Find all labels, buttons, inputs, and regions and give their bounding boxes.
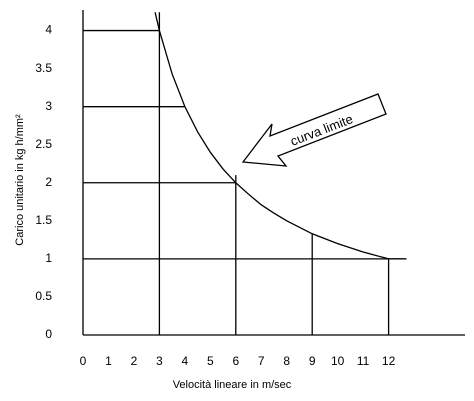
- x-tick-label: 3: [156, 354, 163, 368]
- y-tick-label: 0: [45, 327, 52, 341]
- y-tick-label: 3: [45, 99, 52, 113]
- x-tick-label: 7: [258, 354, 265, 368]
- y-tick-label: 1.5: [35, 213, 52, 227]
- x-axis-title: Velocità lineare in m/sec: [173, 379, 292, 391]
- x-tick-label: 5: [207, 354, 214, 368]
- x-tick-label: 1: [105, 354, 112, 368]
- y-tick-label: 2.5: [35, 137, 52, 151]
- y-tick-label: 1: [45, 251, 52, 265]
- curve: [154, 12, 407, 260]
- y-tick-label: 2: [45, 175, 52, 189]
- x-tick-label: 4: [182, 354, 189, 368]
- x-tick-label: 10: [331, 354, 345, 368]
- x-tick-label: 8: [283, 354, 290, 368]
- y-tick-label: 3.5: [35, 61, 52, 75]
- x-tick-label: 12: [382, 354, 396, 368]
- y-tick-label: 4: [45, 23, 52, 37]
- x-tick-label: 9: [309, 354, 316, 368]
- annotation-arrow: [241, 93, 387, 167]
- x-tick-label: 2: [131, 354, 138, 368]
- x-tick-label: 11: [357, 354, 370, 368]
- y-tick-label: 0.5: [35, 289, 52, 303]
- y-axis-title: Carico unitario in kg h/mm²: [14, 114, 26, 246]
- x-tick-label: 0: [80, 354, 87, 368]
- x-tick-label: 6: [232, 354, 239, 368]
